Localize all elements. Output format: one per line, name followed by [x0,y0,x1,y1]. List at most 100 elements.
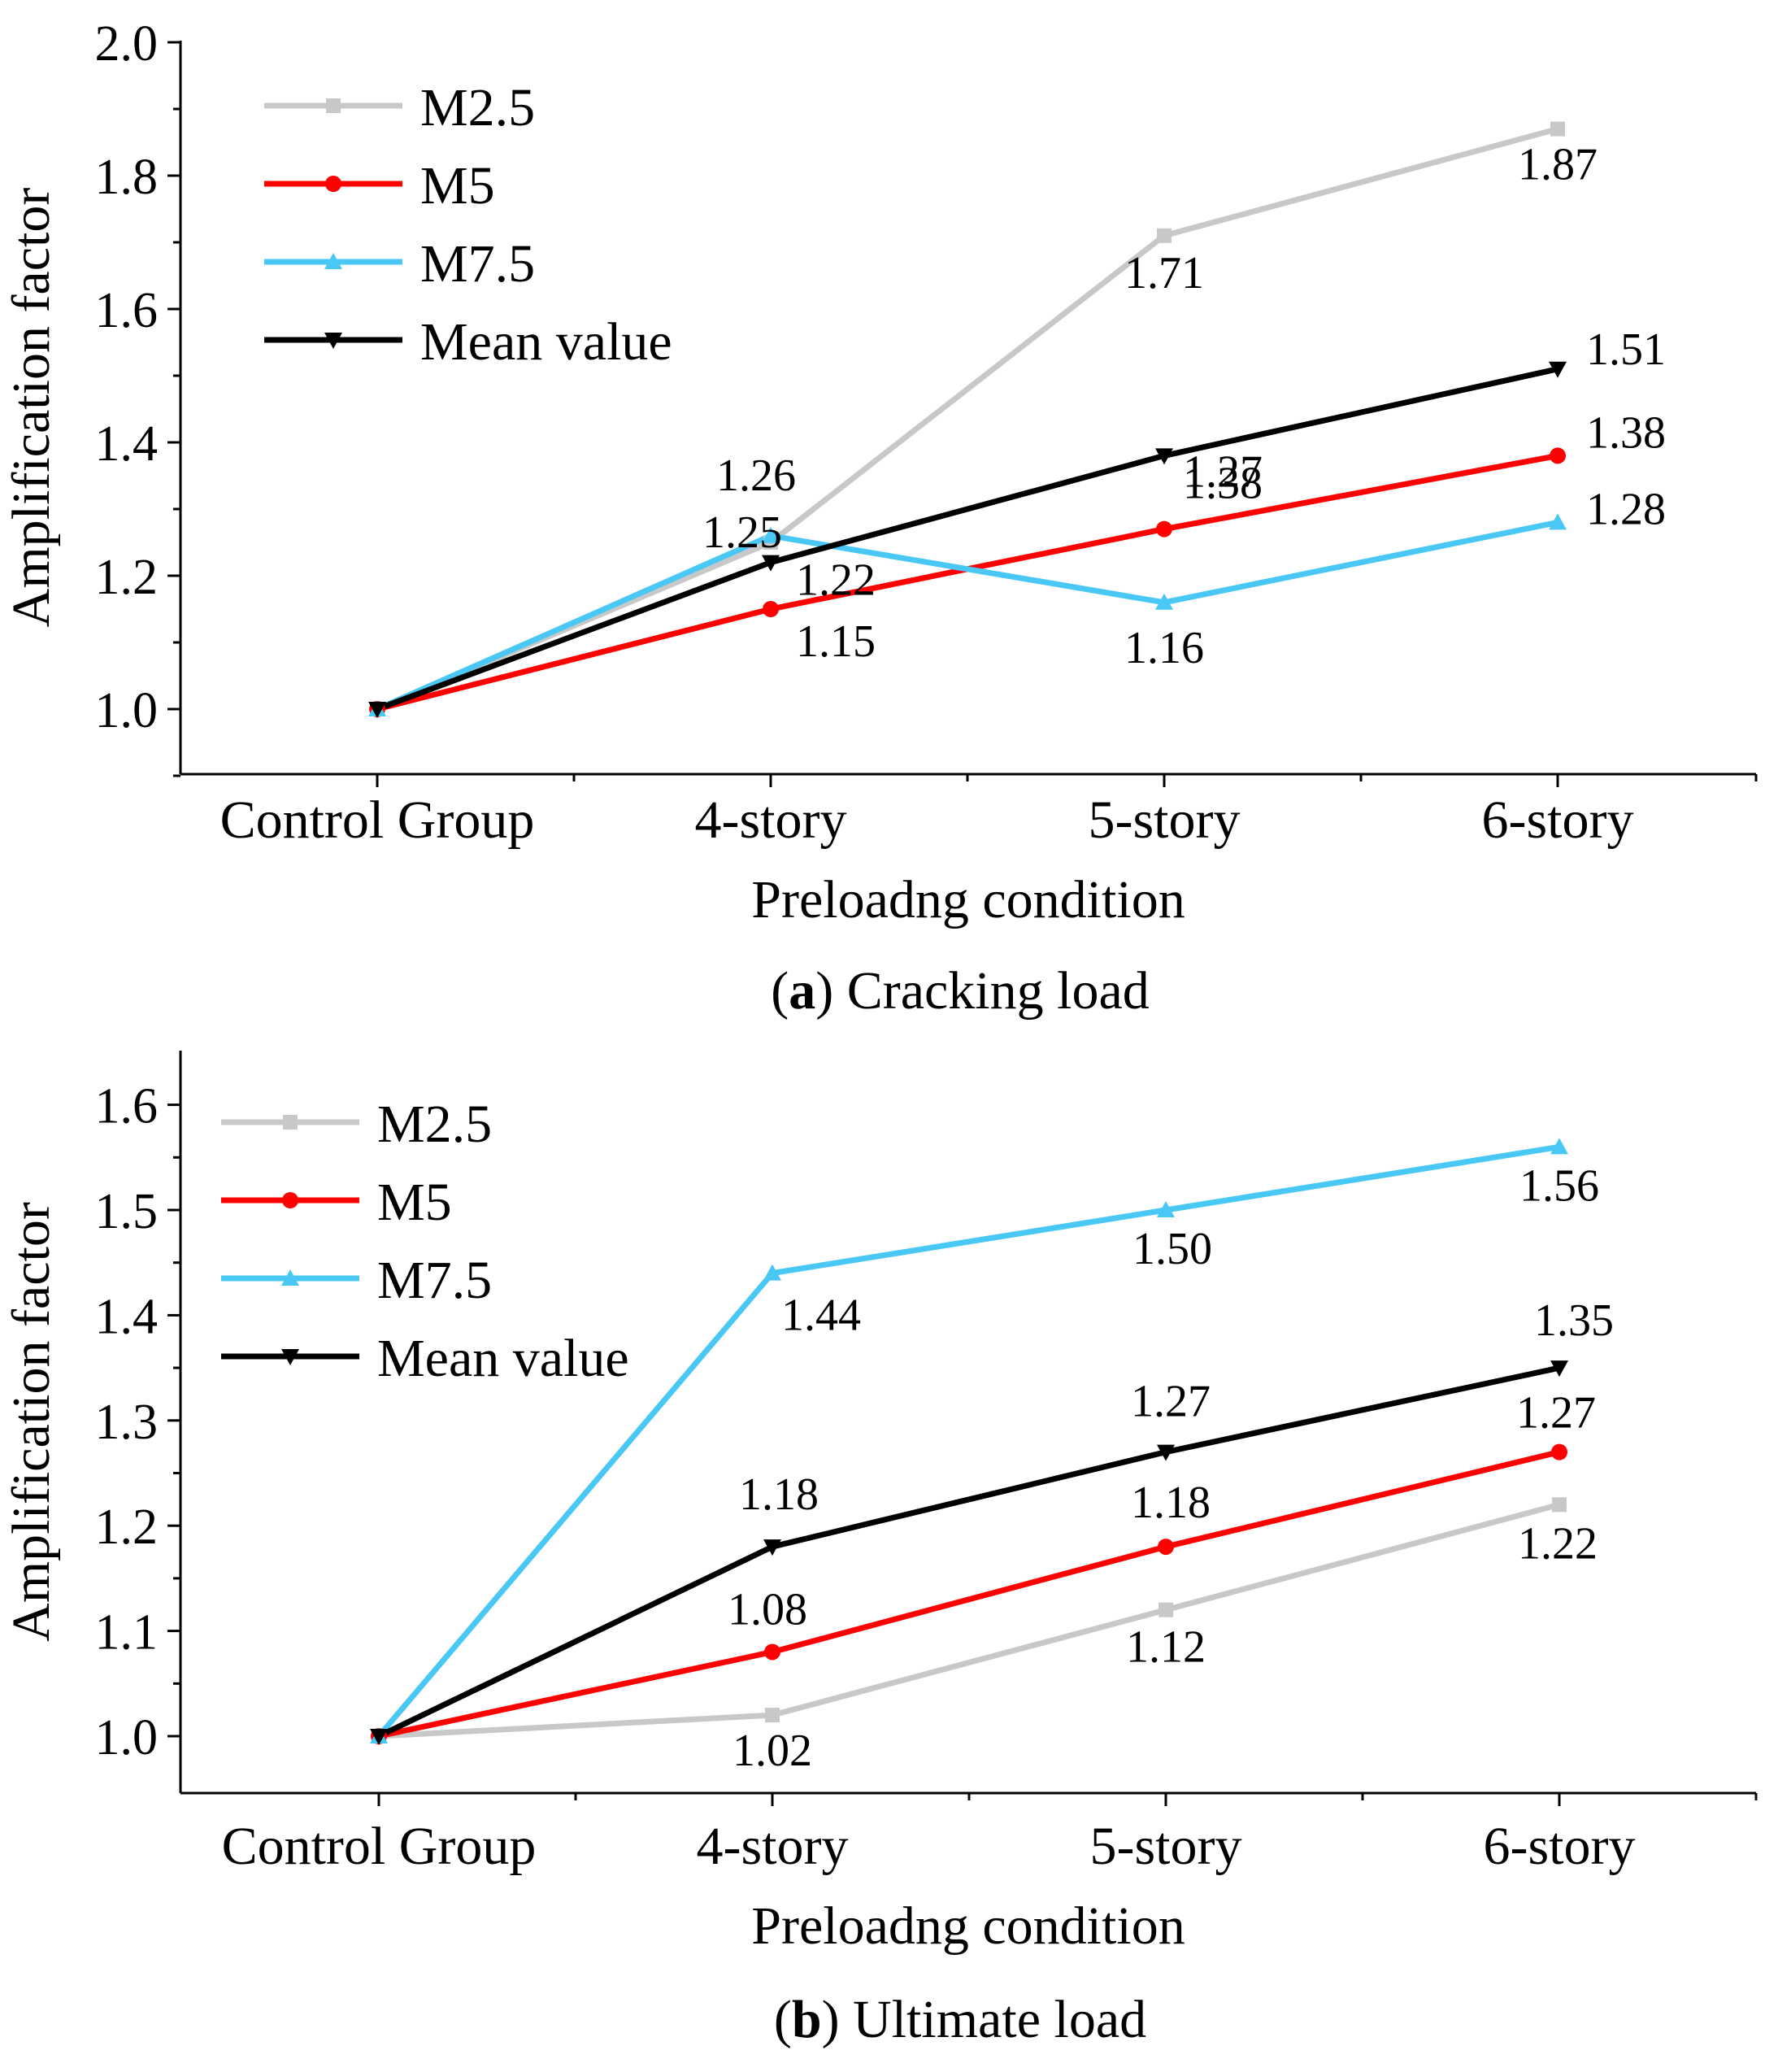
panel-caption: (a) Cracking load [771,961,1150,1021]
series-line-m2-5 [378,1501,1560,1739]
legend-marker [281,1269,299,1286]
data-point [762,526,780,543]
data-label: 1.16 [1124,623,1204,673]
legend-label: M7.5 [420,234,535,294]
data-label: 1.18 [1131,1478,1211,1528]
x-axis-label: Preloadng condition [751,1896,1185,1956]
legend-label: M2.5 [420,78,535,137]
y-tick-label: 2.0 [95,16,159,72]
data-label: 1.26 [716,451,796,501]
data-label: 1.15 [796,616,876,667]
data-label: 1.71 [1124,248,1204,298]
panel-ultimate-load: 1.0 1.1 1.2 1.3 1.4 1.5 1.6 Control Group 4-stor… [2,1051,1758,2049]
y-tick-label: 1.0 [95,683,159,738]
legend-marker [324,333,342,349]
data-point [763,601,779,617]
x-tick-label: 6-story [1482,790,1634,850]
data-label: 1.35 [1534,1295,1614,1346]
data-point [764,1643,780,1661]
x-axis-label: Preloadng condition [751,870,1185,929]
y-tick-label: 1.0 [95,1710,159,1765]
legend-label: Mean value [420,312,672,372]
data-point [763,1264,781,1281]
data-label: 1.38 [1586,407,1666,458]
data-label: 1.27 [1131,1377,1211,1427]
data-point [1156,520,1172,538]
x-tick-label: Control Group [220,790,535,850]
data-label: 1.22 [796,555,876,606]
y-tick-label: 1.2 [95,1500,159,1555]
legend-marker [324,253,342,269]
legend-marker [282,1192,298,1208]
x-tick-label: 4-story [697,1817,849,1876]
legend: M2.5 M5 M7.5 Mean value [221,1095,629,1388]
data-label: 1.12 [1126,1622,1206,1673]
series-line-mean-value [376,366,1558,712]
caption-text: Cracking load [833,961,1150,1021]
data-label: 1.51 [1586,324,1666,375]
legend-label: M5 [377,1173,452,1232]
data-label: 1.25 [702,507,782,558]
y-tick-label: 1.3 [95,1395,159,1450]
data-point [370,1729,388,1745]
y-axis-label: Amplification factor [2,188,61,628]
legend-marker [281,1349,299,1365]
x-tick-label: 6-story [1484,1817,1636,1876]
x-tick-label: 5-story [1089,790,1241,850]
y-tick-label: 1.5 [95,1184,159,1239]
series-line-m7-5 [376,1143,1560,1739]
series-line-m2-5 [376,126,1558,712]
legend-marker [325,176,341,192]
y-tick-label: 1.6 [95,283,159,338]
y-tick-label: 1.6 [95,1079,159,1134]
caption-paren-open: ( [774,1990,792,2049]
data-point [1158,1539,1174,1556]
data-label: 1.22 [1518,1518,1598,1569]
caption-paren-close: ) [822,1990,840,2049]
data-label: 1.02 [733,1726,812,1776]
data-label: 1.28 [1586,484,1666,534]
series-line-m5 [378,1449,1560,1739]
legend-label: Mean value [377,1329,629,1388]
data-point [1550,1138,1568,1155]
x-tick-label: 4-story [695,790,847,850]
x-tick-label: 5-story [1090,1817,1242,1876]
caption-paren-open: ( [771,961,789,1021]
panel-cracking-load: 1.0 1.2 1.4 1.6 1.8 2.0 Control Group 4-story 5-… [2,16,1758,1021]
caption-label: a [789,961,815,1021]
legend-marker [283,1115,298,1130]
data-point [762,555,780,572]
data-point [765,1708,780,1723]
legend-label: M7.5 [377,1251,492,1310]
y-tick-label: 1.2 [95,550,159,605]
data-label: 1.50 [1132,1224,1212,1274]
data-point [1550,447,1566,464]
legend-marker [326,98,341,113]
data-point [1157,228,1172,243]
legend-label: M2.5 [377,1095,492,1154]
series-line-mean-value [377,1365,1560,1739]
data-point [1550,1360,1568,1378]
data-point [1155,448,1173,465]
data-point [1155,593,1173,610]
data-point [1552,1497,1567,1513]
y-tick-label: 1.4 [95,416,159,472]
y-axis-label: Amplification factor [2,1202,61,1642]
caption-label: b [792,1990,822,2049]
data-point [1157,1201,1175,1217]
x-tick-label: Control Group [222,1817,537,1876]
legend-label: M5 [420,156,495,215]
data-label: 1.08 [728,1584,807,1635]
y-tick-label: 1.1 [95,1605,159,1661]
data-label: 1.27 [1183,447,1263,498]
data-label: 1.18 [739,1469,819,1520]
data-label: 1.27 [1516,1388,1596,1439]
panel-caption: (b) Ultimate load [774,1990,1146,2049]
caption-paren-close: ) [815,961,833,1021]
legend: M2.5 M5 M7.5 Mean value [264,78,672,372]
series-line-m7-5 [376,519,1558,712]
y-tick-label: 1.4 [95,1289,159,1344]
data-point [1550,121,1565,137]
data-point [763,1539,781,1556]
